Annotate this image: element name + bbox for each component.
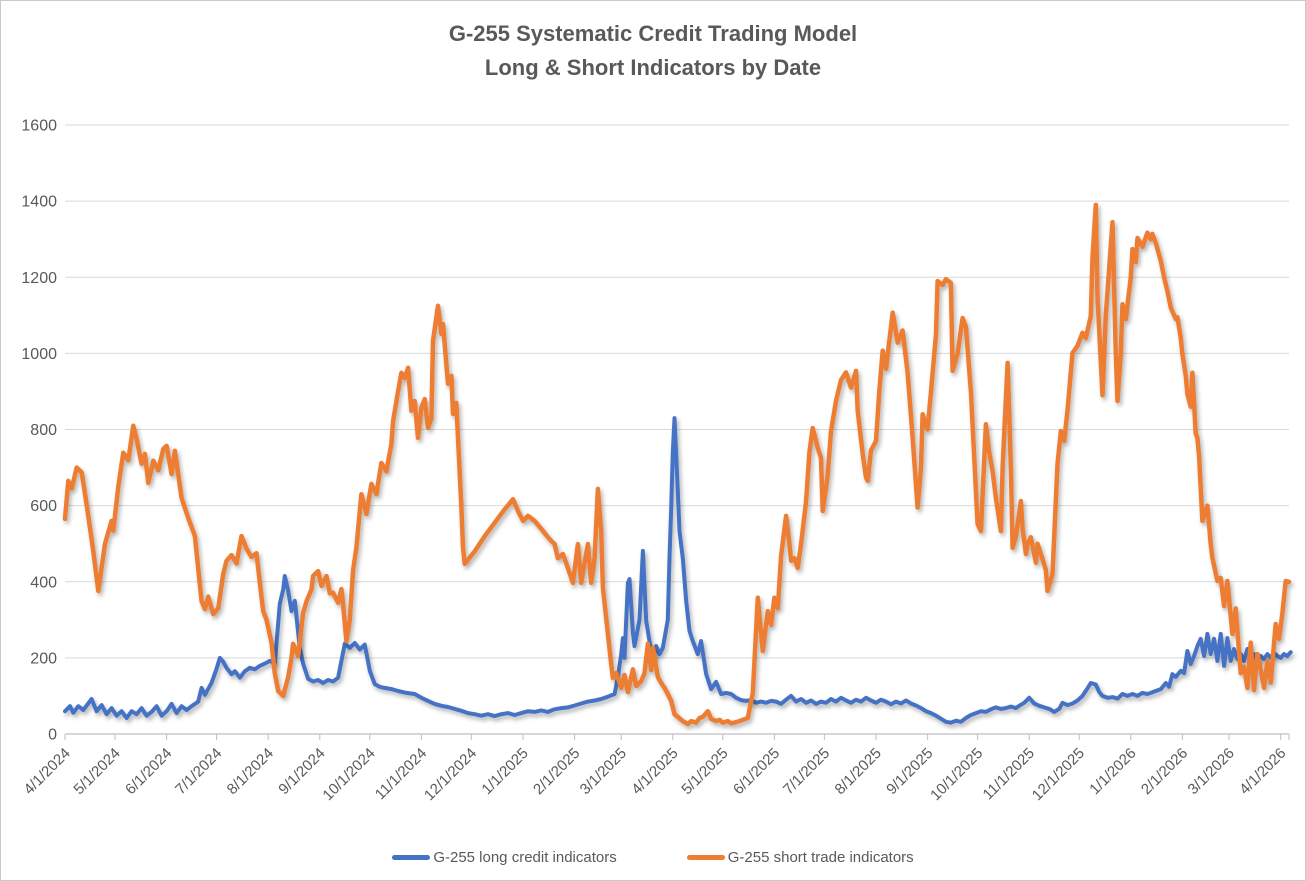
y-axis-tick-label: 1400: [21, 194, 57, 211]
x-axis-tick-label: 4/1/2026: [1236, 745, 1289, 798]
x-axis-tick-label: 12/1/2024: [421, 745, 480, 804]
y-axis-tick-label: 1200: [21, 270, 57, 287]
legend-label-short: G-255 short trade indicators: [727, 849, 914, 866]
legend-swatch-long: [392, 855, 431, 860]
x-axis-tick-label: 11/1/2025: [980, 745, 1038, 803]
x-axis-tick-label: 1/1/2026: [1086, 745, 1139, 798]
legend-item-long: G-255 long credit indicators: [392, 849, 617, 866]
x-axis-tick-label: 5/1/2025: [678, 745, 731, 798]
x-axis-tick-label: 4/1/2024: [21, 745, 74, 798]
legend-swatch-short: [686, 855, 725, 860]
x-axis-tick-label: 2/1/2025: [530, 745, 583, 798]
x-axis-tick-label: 5/1/2024: [70, 745, 123, 798]
x-axis-tick-label: 12/1/2025: [1029, 745, 1088, 804]
legend-item-short: G-255 short trade indicators: [686, 849, 914, 866]
x-axis-tick-label: 10/1/2025: [927, 745, 986, 804]
legend-label-long: G-255 long credit indicators: [433, 849, 617, 866]
x-axis-tick-label: 2/1/2026: [1138, 745, 1191, 798]
x-axis-tick-label: 3/1/2026: [1185, 745, 1238, 798]
x-axis-tick-label: 7/1/2024: [172, 745, 225, 798]
x-axis-tick-label: 1/1/2025: [478, 745, 531, 798]
x-axis-tick-label: 6/1/2024: [122, 745, 175, 798]
x-axis-tick-label: 4/1/2025: [628, 745, 681, 798]
x-axis-tick-label: 11/1/2024: [372, 745, 430, 803]
series-line-long: [63, 416, 1293, 725]
y-axis-tick-label: 800: [30, 422, 57, 439]
y-axis-tick-label: 400: [30, 574, 57, 591]
y-axis-tick-label: 1600: [21, 118, 57, 135]
x-axis-tick-label: 8/1/2025: [832, 745, 885, 798]
x-axis-tick-label: 7/1/2025: [780, 745, 833, 798]
x-axis-tick-label: 8/1/2024: [224, 745, 277, 798]
chart-legend: G-255 long credit indicators G-255 short…: [1, 849, 1305, 866]
x-axis-tick-label: 6/1/2025: [730, 745, 783, 798]
y-axis-tick-label: 0: [48, 727, 57, 744]
series-line-short: [62, 202, 1292, 727]
y-axis-tick-label: 200: [30, 650, 57, 667]
x-axis-tick-label: 10/1/2024: [319, 745, 378, 804]
y-axis-tick-label: 600: [30, 498, 57, 515]
x-axis-tick-label: 3/1/2025: [577, 745, 630, 798]
y-axis-tick-label: 1000: [21, 346, 57, 363]
